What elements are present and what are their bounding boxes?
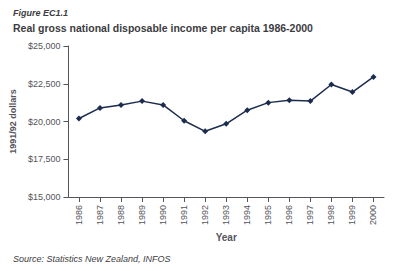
- svg-text:1999: 1999: [347, 205, 357, 225]
- svg-text:Source: Statistics New Zealand: Source: Statistics New Zealand, INFOS: [13, 254, 171, 264]
- svg-text:1997: 1997: [305, 205, 315, 225]
- svg-text:Real gross national disposable: Real gross national disposable income pe…: [13, 22, 313, 34]
- svg-text:Year: Year: [216, 232, 237, 243]
- svg-text:$22,500: $22,500: [28, 79, 61, 89]
- svg-text:1996: 1996: [284, 205, 294, 225]
- svg-text:$25,000: $25,000: [28, 41, 61, 51]
- svg-text:Figure EC1.1: Figure EC1.1: [13, 8, 68, 18]
- svg-text:1995: 1995: [263, 205, 273, 225]
- svg-text:1988: 1988: [116, 205, 126, 225]
- svg-text:1993: 1993: [221, 205, 231, 225]
- svg-text:2000: 2000: [368, 205, 378, 225]
- svg-text:1989: 1989: [137, 205, 147, 225]
- svg-text:1991/92 dollars: 1991/92 dollars: [8, 89, 18, 154]
- svg-text:$15,000: $15,000: [28, 192, 61, 202]
- svg-text:1994: 1994: [242, 205, 252, 225]
- svg-text:1992: 1992: [200, 205, 210, 225]
- svg-text:1990: 1990: [158, 205, 168, 225]
- svg-text:1998: 1998: [326, 205, 336, 225]
- svg-text:1987: 1987: [95, 205, 105, 225]
- svg-text:1991: 1991: [179, 205, 189, 225]
- svg-text:1986: 1986: [74, 205, 84, 225]
- svg-text:$17,500: $17,500: [28, 154, 61, 164]
- svg-text:$20,000: $20,000: [28, 117, 61, 127]
